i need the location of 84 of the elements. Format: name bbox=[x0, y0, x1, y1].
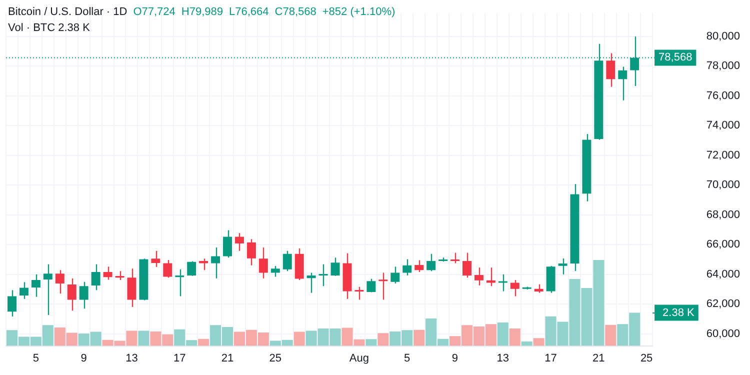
candlestick bbox=[19, 282, 28, 300]
candlestick bbox=[151, 250, 160, 268]
x-tick-label: 13 bbox=[496, 352, 510, 364]
annotation: C78,568 bbox=[274, 6, 316, 18]
bar bbox=[533, 338, 544, 346]
x-tick-label: 5 bbox=[32, 352, 39, 364]
candlestick bbox=[103, 266, 112, 280]
candlestick bbox=[199, 258, 208, 271]
bar bbox=[198, 338, 210, 346]
bar bbox=[138, 330, 150, 346]
x-tick-label: 17 bbox=[544, 352, 557, 364]
bar bbox=[509, 328, 520, 346]
candlestick bbox=[67, 278, 76, 312]
x-tick-label: Aug bbox=[349, 352, 369, 364]
y-tick-label: 64,000 bbox=[706, 268, 740, 280]
candlestick bbox=[318, 264, 328, 287]
annotation: +852 (+1.10%) bbox=[322, 6, 396, 18]
candlestick bbox=[414, 260, 424, 273]
x-tick-label: 21 bbox=[592, 352, 605, 364]
y-tick-label: 80,000 bbox=[706, 30, 740, 42]
bar bbox=[605, 324, 616, 346]
candlestick bbox=[618, 66, 628, 101]
candlestick bbox=[510, 279, 520, 297]
annotation: Vol · BTC 2.38 K bbox=[8, 22, 90, 34]
candlestick bbox=[211, 246, 220, 280]
y-tick-label: 74,000 bbox=[706, 120, 740, 132]
candlestick bbox=[606, 52, 616, 88]
ref-line-label: 78,568 bbox=[658, 52, 692, 64]
y-tick-label: 60,000 bbox=[706, 328, 740, 340]
x-tick-label: 9 bbox=[452, 352, 458, 364]
bar bbox=[294, 332, 305, 346]
bar bbox=[366, 339, 377, 346]
x-tick-label: 25 bbox=[269, 352, 282, 364]
annotation: L76,664 bbox=[229, 6, 269, 18]
x-tick-label: 13 bbox=[126, 352, 138, 364]
bar bbox=[414, 330, 425, 346]
x-tick-label: 21 bbox=[221, 352, 234, 364]
candlestick bbox=[187, 260, 196, 276]
annotation: O77,724 bbox=[133, 6, 176, 18]
x-tick-label: 9 bbox=[80, 352, 87, 364]
candlestick bbox=[246, 238, 256, 266]
candlestick bbox=[234, 232, 244, 252]
candlestick bbox=[7, 290, 16, 318]
annotation: H79,989 bbox=[181, 6, 223, 18]
candlestick bbox=[270, 265, 280, 278]
candlestick bbox=[390, 266, 400, 284]
candlestick bbox=[450, 252, 460, 264]
y-tick-label: 66,000 bbox=[706, 238, 740, 251]
candlestick bbox=[354, 286, 364, 300]
candlestick bbox=[426, 253, 436, 272]
candlestick bbox=[127, 268, 136, 308]
x-tick-label: 17 bbox=[173, 352, 186, 364]
candlestick bbox=[91, 264, 100, 291]
y2-tick-label: 2.38 K bbox=[662, 306, 696, 319]
candlestick bbox=[330, 256, 340, 276]
candlestick bbox=[402, 258, 412, 276]
y-tick-label: 68,000 bbox=[706, 208, 740, 221]
candlestick bbox=[79, 281, 88, 310]
candlestick bbox=[31, 274, 40, 298]
candlestick bbox=[258, 246, 268, 280]
y-tick-label: 70,000 bbox=[706, 179, 740, 192]
candlestick bbox=[223, 230, 232, 258]
bar bbox=[378, 333, 389, 346]
bar bbox=[497, 322, 508, 346]
y-tick-label: 72,000 bbox=[706, 149, 740, 162]
chart-title: Bitcoin / U.S. Dollar · 1D bbox=[8, 6, 128, 18]
candlestick bbox=[462, 252, 472, 278]
candlestick bbox=[282, 250, 292, 272]
candlestick bbox=[474, 266, 484, 286]
y-tick-label: 62,000 bbox=[706, 298, 740, 310]
bar bbox=[521, 341, 532, 346]
candlestick bbox=[163, 259, 172, 278]
x-tick-label: 25 bbox=[640, 352, 653, 364]
candlestick bbox=[558, 258, 568, 275]
candlestick bbox=[43, 264, 52, 316]
y-tick-label: 76,000 bbox=[706, 90, 740, 102]
y-tick-label: 78,000 bbox=[706, 60, 740, 72]
candlestick bbox=[498, 274, 508, 292]
candlestick bbox=[366, 278, 376, 293]
candlestick bbox=[55, 269, 64, 294]
candlestick bbox=[306, 272, 316, 294]
candlestick bbox=[175, 268, 184, 297]
candlestick bbox=[378, 272, 388, 300]
x-tick-label: 5 bbox=[404, 352, 410, 364]
